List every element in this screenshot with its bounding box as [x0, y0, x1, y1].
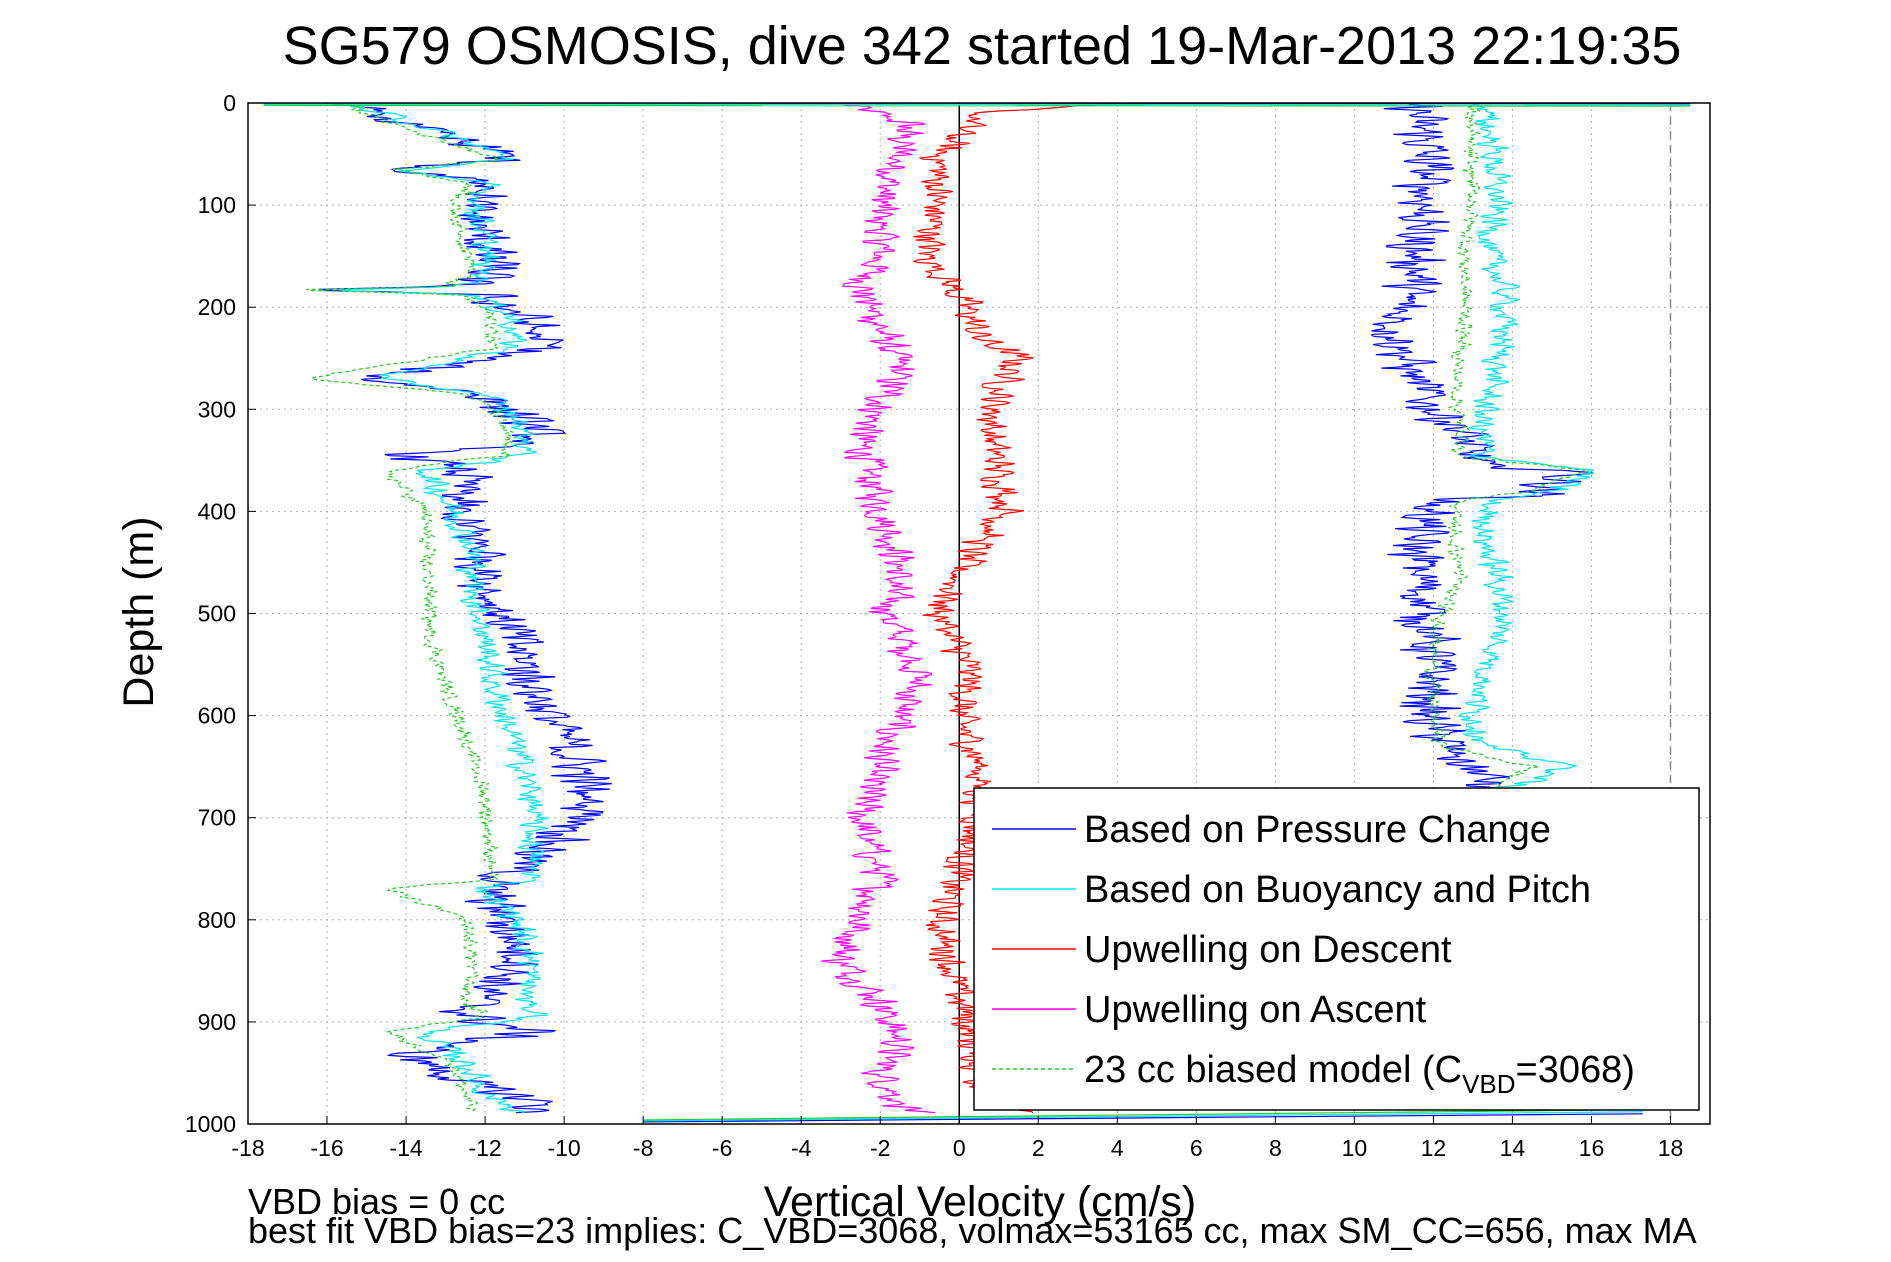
bottom-spike	[643, 1109, 1643, 1121]
y-tick-label: 900	[198, 1009, 236, 1035]
footer-line-1: VBD bias = 0 cc	[248, 1181, 505, 1222]
legend-label: Upwelling on Ascent	[1084, 989, 1427, 1031]
x-tick-label: -14	[389, 1135, 422, 1161]
surface-spike	[263, 103, 1691, 106]
x-tick-label: 18	[1658, 1135, 1684, 1161]
plot-area: -18 -16 -14 -12 -10 -8 -6 -4 -2 0 2 4 6 8 10 12 14 16 18 0…	[185, 90, 1711, 1161]
series-line	[912, 103, 1109, 1114]
x-tick-label: 2	[1032, 1135, 1045, 1161]
legend-label: Based on Pressure Change	[1084, 809, 1551, 851]
x-tick-label: 12	[1421, 1135, 1447, 1161]
x-tick-label: 6	[1190, 1135, 1203, 1161]
y-tick-label: 500	[198, 601, 236, 627]
x-axis-label: Vertical Velocity (cm/s)	[764, 1178, 1197, 1226]
x-tick-label: -4	[791, 1135, 812, 1161]
x-tick-label: -6	[712, 1135, 732, 1161]
legend-box	[973, 787, 1700, 1111]
y-tick-label: 0	[223, 90, 236, 116]
legend-suffix: =3068)	[1516, 1049, 1635, 1091]
legend-label: Based on Buoyancy and Pitch	[1084, 869, 1591, 911]
x-tick-label: -18	[231, 1135, 264, 1161]
x-tick-label: 16	[1579, 1135, 1605, 1161]
x-tick-label: 8	[1269, 1135, 1282, 1161]
legend-label: Upwelling on Descent	[1084, 929, 1452, 971]
y-tick-label: 400	[198, 498, 236, 524]
footer-line-2: best fit VBD bias=23 implies: C_VBD=3068…	[248, 1210, 1697, 1251]
y-tick-label: 800	[198, 907, 236, 933]
y-tick-label: 300	[198, 396, 236, 422]
surface-spike	[263, 104, 1691, 107]
series-line	[328, 103, 549, 1114]
legend: Based on Pressure Change Based on Buoyanc…	[973, 787, 1700, 1111]
chart-title: SG579 OSMOSIS, dive 342 started 19-Mar-2…	[283, 16, 1682, 76]
bottom-spike	[643, 1113, 1643, 1123]
reference-lines	[958, 103, 1672, 1124]
series-line	[1371, 103, 1594, 798]
x-tick-label: 10	[1342, 1135, 1368, 1161]
x-tick-label: -2	[870, 1135, 890, 1161]
x-tick-label: -10	[547, 1135, 580, 1161]
x-tick-label: 0	[953, 1135, 966, 1161]
x-tick-label: -12	[468, 1135, 501, 1161]
x-tick-label: 14	[1500, 1135, 1526, 1161]
legend-entries: Based on Pressure Change Based on Buoyanc…	[992, 809, 1635, 1099]
y-tick-label: 100	[198, 192, 236, 218]
legend-subscript: VBD	[1462, 1069, 1515, 1099]
y-tick-label: 600	[198, 703, 236, 729]
y-axis-ticks: 0 100 200 300 400 500 600 700 800 900 1000	[185, 90, 256, 1137]
series-line	[306, 103, 514, 1113]
legend-label: 23 cc biased model (CVBD=3068)	[1084, 1049, 1635, 1099]
x-axis-ticks: -18 -16 -14 -12 -10 -8 -6 -4 -2 0 2 4 6 8 10 12 14 16 18	[231, 1116, 1683, 1161]
y-tick-label: 1000	[185, 1111, 236, 1137]
series-line	[821, 103, 936, 1114]
y-tick-label: 200	[198, 294, 236, 320]
series-line	[318, 103, 612, 1114]
bottom-spike	[643, 1111, 1643, 1122]
x-tick-label: 4	[1111, 1135, 1124, 1161]
y-tick-label: 700	[198, 805, 236, 831]
x-tick-label: -16	[310, 1135, 343, 1161]
series-line	[1457, 103, 1596, 788]
x-tick-label: -8	[633, 1135, 653, 1161]
y-axis-label: Depth (m)	[115, 516, 163, 707]
